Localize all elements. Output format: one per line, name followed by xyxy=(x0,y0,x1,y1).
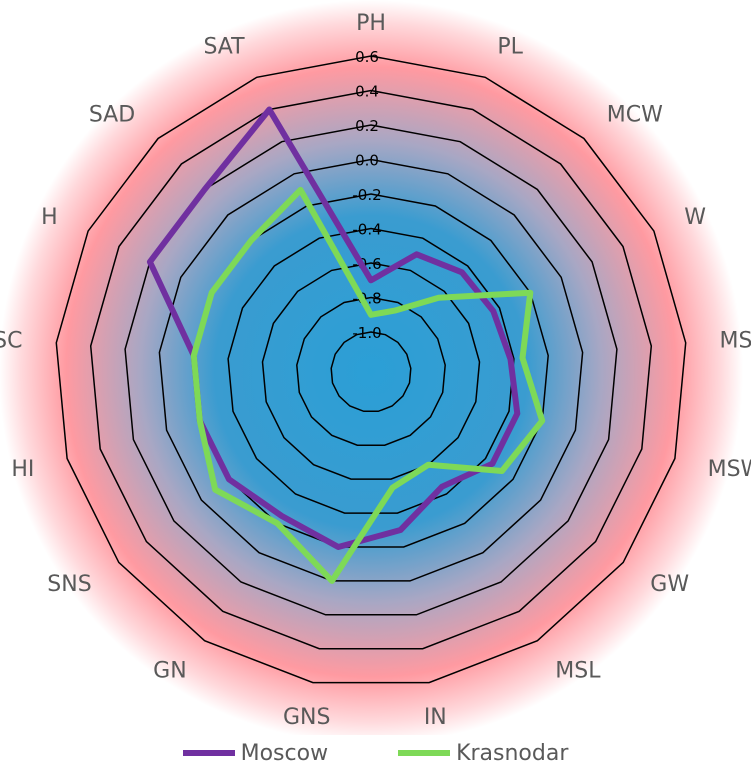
axis-label: SC xyxy=(0,329,23,354)
axis-label: MSB xyxy=(720,329,751,354)
axis-label: MCW xyxy=(607,102,663,127)
legend-label-krasnodar: Krasnodar xyxy=(456,740,569,766)
axis-label: HI xyxy=(11,457,34,482)
axis-label: SNS xyxy=(47,572,91,597)
tick-label: -0.4 xyxy=(352,221,381,239)
legend-swatch-krasnodar xyxy=(398,750,451,756)
axis-label: SAD xyxy=(89,102,135,127)
legend-label-moscow: Moscow xyxy=(240,740,329,766)
axis-label: H xyxy=(41,205,58,230)
grid-ring xyxy=(330,331,412,413)
axis-label: SAT xyxy=(203,35,245,60)
axis-label: MSL xyxy=(555,659,601,684)
legend: Moscow Krasnodar xyxy=(0,735,751,771)
axis-label: PH xyxy=(356,11,386,36)
axis-label: W xyxy=(684,205,706,230)
legend-item-krasnodar: Krasnodar xyxy=(398,741,568,766)
radar-tick-labels: -1.0-0.8-0.6-0.4-0.20.00.20.40.6 xyxy=(352,48,381,342)
radar-axis-labels: PH PL MCW W MSB MSW GW MSL IN GNS GN SNS HI SC H SAD SAT xyxy=(0,11,751,730)
grid-ring xyxy=(55,55,687,684)
radar-series xyxy=(146,106,546,584)
axis-label: GN xyxy=(153,659,187,684)
series-line-moscow xyxy=(146,106,521,550)
tick-label: 0.6 xyxy=(355,48,379,66)
axis-label: GW xyxy=(650,572,689,597)
axis-label: GNS xyxy=(283,705,330,730)
plot-background xyxy=(0,0,743,735)
radar-chart: -1.0-0.8-0.6-0.4-0.20.00.20.40.6 PHPLMCW… xyxy=(0,0,751,735)
axis-label: MSW xyxy=(708,457,751,482)
axis-label: PL xyxy=(497,35,523,60)
tick-label: 0.0 xyxy=(355,152,379,170)
series-line-krasnodar xyxy=(190,186,546,584)
tick-label: -1.0 xyxy=(352,324,381,342)
tick-label: 0.2 xyxy=(355,117,379,135)
grid-ring xyxy=(296,296,446,446)
axis-label: IN xyxy=(424,705,447,730)
grid-ring xyxy=(261,262,481,480)
legend-swatch-moscow xyxy=(182,750,235,756)
grid-ring xyxy=(227,227,515,514)
legend-item-moscow: Moscow xyxy=(182,740,329,766)
tick-label: -0.2 xyxy=(352,186,381,204)
tick-label: 0.4 xyxy=(355,83,379,101)
grid-ring xyxy=(89,89,653,650)
grid-ring xyxy=(158,158,584,582)
